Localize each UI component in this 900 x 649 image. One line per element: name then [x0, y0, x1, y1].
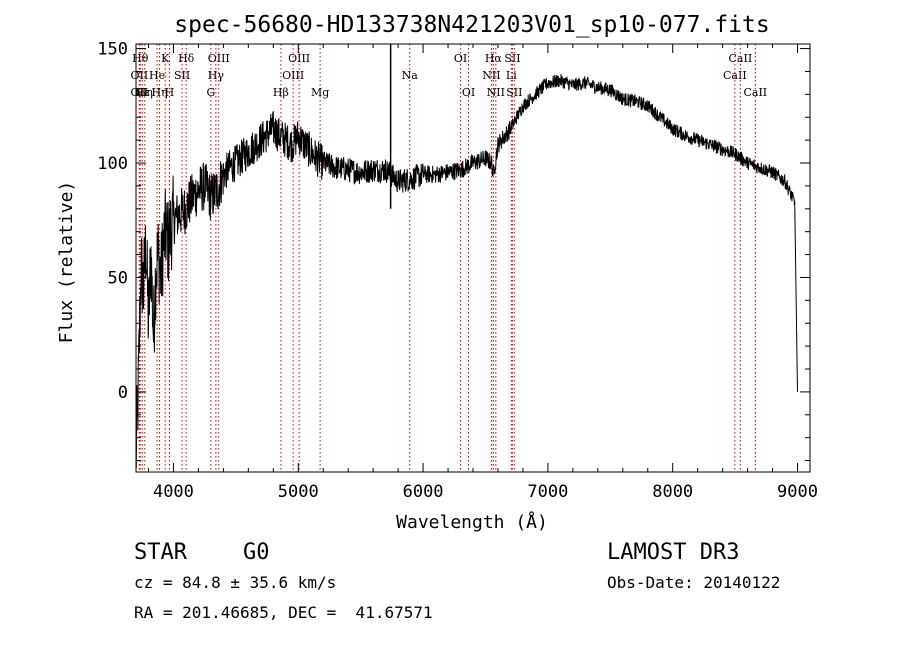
line-marker-label: Hθ: [132, 52, 149, 65]
y-axis-label: Flux (relative): [56, 181, 77, 344]
observation-date: Obs-Date: 20140122: [607, 573, 781, 592]
line-marker-label: OIII: [282, 69, 304, 82]
line-marker-label: OI: [454, 52, 467, 65]
line-marker-label: Na: [402, 69, 419, 82]
line-marker-label: CaII: [743, 86, 767, 99]
line-marker-label: Hη: [151, 86, 167, 99]
redshift-velocity: cz = 84.8 ± 35.6 km/s: [134, 573, 337, 592]
coordinates: RA = 201.46685, DEC = 41.67571: [134, 603, 433, 622]
line-marker-label: SII: [504, 52, 520, 65]
line-marker-label: OII: [131, 69, 149, 82]
spectrum-series: [135, 44, 798, 469]
line-marker-label: He: [149, 69, 165, 82]
line-marker-label: Hε: [135, 86, 151, 99]
line-marker-label: OI: [462, 86, 475, 99]
y-tick-label: 150: [97, 40, 128, 60]
spectrum-line: [135, 73, 798, 469]
line-marker-label: NII: [487, 86, 505, 99]
axis-ticks: 4000 5000 6000 7000 8000 9000 0 50 100 150: [97, 40, 818, 502]
line-marker-label: Hβ: [273, 86, 289, 99]
line-marker-label: H: [165, 86, 175, 99]
y-tick-label: 100: [97, 154, 128, 174]
survey-name: LAMOST DR3: [607, 540, 740, 565]
y-tick-label: 50: [108, 268, 128, 288]
line-marker-label: Hγ: [208, 69, 225, 82]
line-markers: HθOIIOIIHεHηHeKHηHSIIHδGHγOIIIHβOIIIOIII…: [131, 44, 767, 472]
line-marker-label: K: [161, 52, 170, 65]
chart-title: spec-56680-HD133738N421203V01_sp10-077.f…: [174, 12, 769, 38]
x-tick-label: 8000: [652, 482, 693, 502]
line-marker-label: G: [206, 86, 215, 99]
line-marker-label: Hδ: [178, 52, 195, 65]
x-tick-label: 6000: [403, 482, 444, 502]
line-marker-label: CaII: [723, 69, 747, 82]
line-marker-label: NII: [482, 69, 500, 82]
line-marker-label: Li: [506, 69, 517, 82]
plot-frame: [135, 43, 811, 473]
line-marker-label: Hα: [485, 52, 503, 65]
line-marker-label: Hη: [137, 86, 153, 99]
x-tick-label: 5000: [278, 482, 319, 502]
x-tick-label: 9000: [777, 482, 818, 502]
line-marker-label: OIII: [208, 52, 230, 65]
line-marker-label: SII: [506, 86, 522, 99]
line-marker-label: Mg: [311, 86, 329, 99]
object-subclass: G0: [243, 540, 270, 565]
x-tick-label: 4000: [153, 482, 194, 502]
line-marker-label: CaII: [729, 52, 753, 65]
x-axis-label: Wavelength (Å): [396, 511, 548, 533]
line-marker-label: SII: [174, 69, 190, 82]
line-marker-label: OIII: [288, 52, 310, 65]
line-marker-label: OII: [131, 86, 149, 99]
y-tick-label: 0: [118, 383, 128, 403]
x-tick-label: 7000: [527, 482, 568, 502]
object-class: STAR: [134, 540, 187, 565]
